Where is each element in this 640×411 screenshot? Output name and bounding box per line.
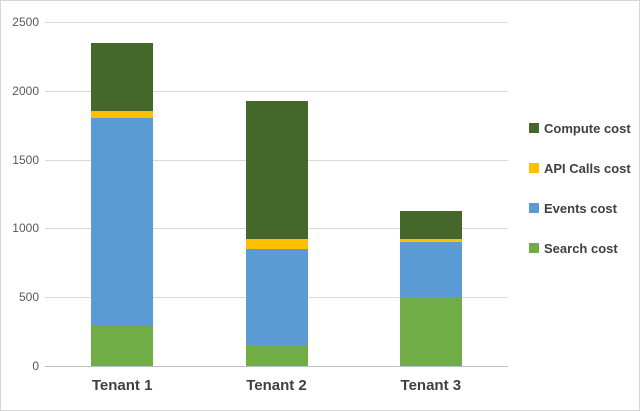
legend-swatch-icon xyxy=(529,123,539,133)
legend-item-api-calls-cost: API Calls cost xyxy=(529,160,631,176)
chart-legend: Compute cost API Calls cost Events cost Sea… xyxy=(529,120,631,256)
bar-segment-tenant-1-search-cost xyxy=(91,324,154,366)
y-axis-tick-label-0: 0 xyxy=(32,359,39,373)
bar-segment-tenant-1-api-calls-cost xyxy=(91,111,154,119)
gridline-2500 xyxy=(45,22,508,23)
bar-segment-tenant-2-api-calls-cost xyxy=(245,238,308,250)
bar-segment-tenant-3-events-cost xyxy=(399,242,462,298)
x-axis-label-tenant-1: Tenant 1 xyxy=(91,377,153,394)
bar-segment-tenant-1-compute-cost xyxy=(91,42,154,112)
legend-item-search-cost: Search cost xyxy=(529,240,631,256)
x-axis-label-tenant-2: Tenant 2 xyxy=(246,377,307,394)
legend-label: Events cost xyxy=(544,200,617,216)
legend-swatch-icon xyxy=(529,243,539,253)
legend-label: API Calls cost xyxy=(544,160,631,176)
bar-tenant-1 xyxy=(91,1,154,366)
legend-item-compute-cost: Compute cost xyxy=(529,120,631,136)
bar-segment-tenant-2-events-cost xyxy=(245,249,308,346)
legend-label: Compute cost xyxy=(544,120,631,136)
bar-segment-tenant-3-search-cost xyxy=(399,297,462,366)
legend-swatch-icon xyxy=(529,163,539,173)
bar-segment-tenant-2-search-cost xyxy=(245,345,308,366)
y-axis-tick-label-2500: 2500 xyxy=(12,15,39,29)
bar-tenant-2 xyxy=(245,1,308,366)
bar-segment-tenant-1-events-cost xyxy=(91,118,154,325)
y-axis-tick-label-2000: 2000 xyxy=(12,83,39,98)
bar-segment-tenant-3-api-calls-cost xyxy=(399,238,462,243)
legend-label: Search cost xyxy=(544,240,618,256)
legend-item-events-cost: Events cost xyxy=(529,200,631,216)
y-axis-tick-label-500: 500 xyxy=(18,290,39,305)
x-axis-label-tenant-3: Tenant 3 xyxy=(400,377,462,394)
legend-swatch-icon xyxy=(529,203,539,213)
bar-segment-tenant-2-compute-cost xyxy=(245,101,308,239)
y-axis-tick-label-1500: 1500 xyxy=(12,152,39,167)
bar-tenant-3 xyxy=(399,1,462,366)
bar-segment-tenant-3-compute-cost xyxy=(399,211,462,239)
gridline-2000 xyxy=(45,90,508,92)
x-axis-line xyxy=(45,366,508,367)
y-axis-tick-label-1000: 1000 xyxy=(12,221,39,236)
